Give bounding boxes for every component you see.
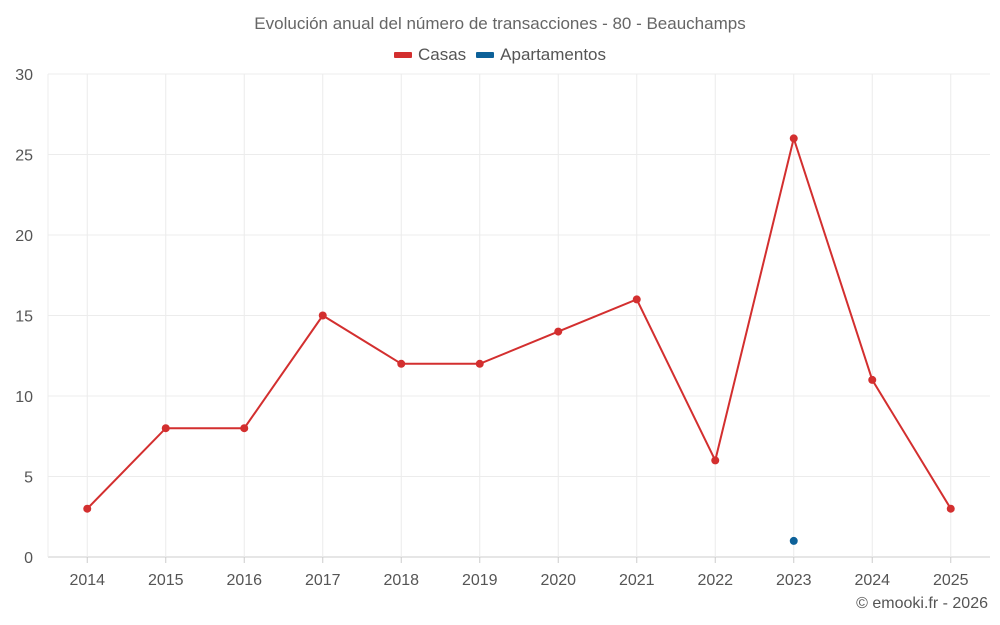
- series-line-casas: [86, 134, 952, 510]
- x-tick-label: 2017: [305, 572, 341, 589]
- credit-text: © emooki.fr - 2026: [856, 595, 988, 612]
- chart-title: Evolución anual del número de transaccio…: [254, 14, 746, 33]
- y-tick-label: 20: [15, 228, 33, 245]
- data-point-casas[interactable]: [240, 424, 249, 433]
- data-point-casas[interactable]: [554, 327, 563, 336]
- legend-swatch-casas: [393, 52, 412, 58]
- x-tick-label: 2021: [619, 572, 655, 589]
- y-tick-label: 30: [15, 67, 33, 84]
- x-tick-label: 2023: [776, 572, 812, 589]
- data-point-casas[interactable]: [711, 456, 720, 465]
- data-point-casas[interactable]: [161, 424, 170, 433]
- data-point-casas[interactable]: [475, 359, 484, 368]
- y-tick-label: 0: [24, 550, 33, 567]
- y-tick-label: 15: [15, 309, 33, 326]
- data-point-casas[interactable]: [83, 504, 92, 513]
- legend-label-casas: Casas: [417, 45, 467, 64]
- x-tick-label: 2016: [226, 572, 262, 589]
- x-tick-label: 2019: [462, 572, 498, 589]
- data-point-casas[interactable]: [632, 295, 641, 304]
- data-point-casas[interactable]: [318, 311, 327, 320]
- series-layer: [83, 134, 955, 545]
- x-tick-label: 2018: [383, 572, 419, 589]
- data-point-casas[interactable]: [946, 504, 955, 513]
- x-tick-label: 2022: [697, 572, 733, 589]
- y-tick-label: 25: [15, 148, 33, 165]
- grid: [47, 73, 990, 558]
- y-tick-label: 10: [15, 389, 33, 406]
- legend-swatch-apartamentos: [476, 52, 495, 58]
- legend-label-apartamentos: Apartamentos: [500, 45, 607, 64]
- x-tick-label: 2020: [540, 572, 576, 589]
- legend-item-apartamentos[interactable]: Apartamentos: [476, 45, 606, 65]
- data-point-casas[interactable]: [868, 375, 877, 384]
- legend: Casas Apartamentos: [0, 45, 1000, 65]
- data-point-casas[interactable]: [789, 134, 798, 143]
- x-tick-label: 2024: [854, 572, 890, 589]
- data-point-apartamentos[interactable]: [789, 536, 798, 545]
- x-tick-label: 2025: [933, 572, 969, 589]
- x-tick-label: 2014: [69, 572, 105, 589]
- data-point-casas[interactable]: [397, 359, 406, 368]
- y-tick-label: 5: [24, 470, 33, 487]
- x-tick-label: 2015: [148, 572, 184, 589]
- legend-item-casas[interactable]: Casas: [393, 45, 467, 65]
